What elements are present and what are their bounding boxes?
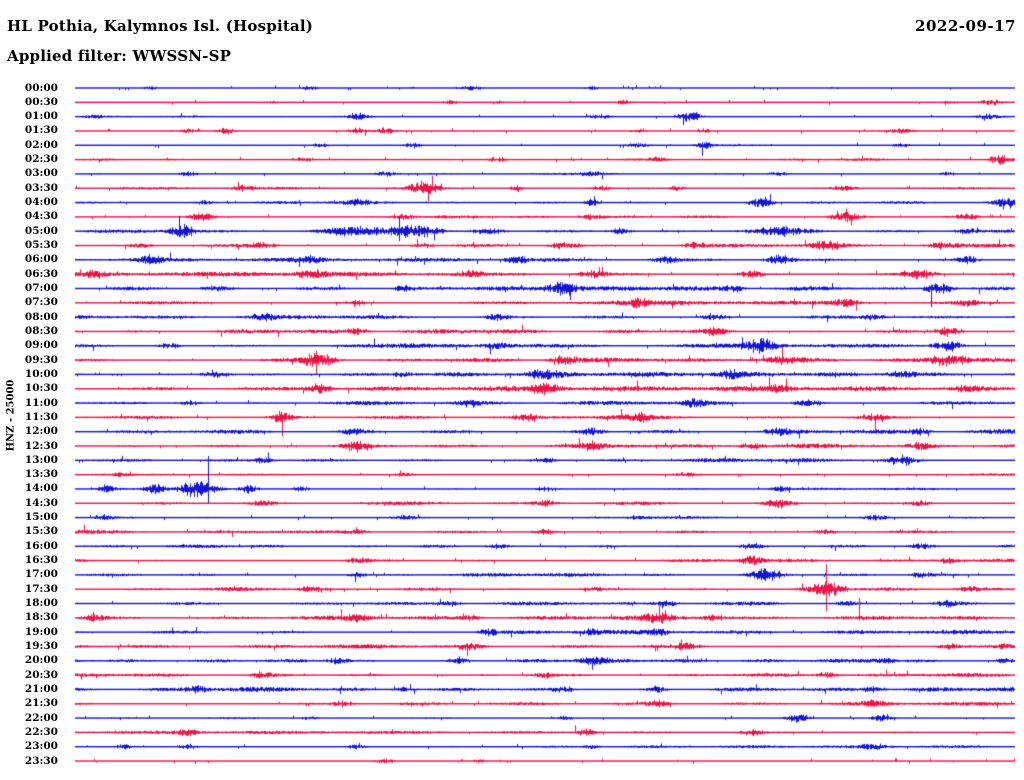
helicorder-page: HL Pothia, Kalymnos Isl. (Hospital) 2022… <box>0 0 1024 780</box>
seismogram-trace-canvas <box>0 0 1024 780</box>
